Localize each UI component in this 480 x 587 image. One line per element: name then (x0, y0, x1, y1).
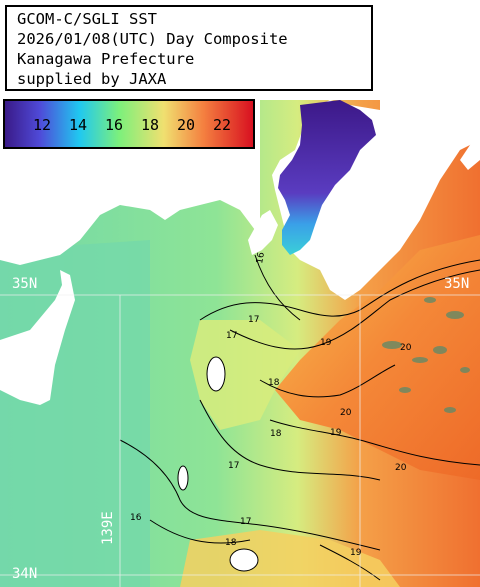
land-izu (0, 270, 75, 405)
title-line-date: 2026/01/08(UTC) Day Composite (17, 30, 288, 48)
contour-label: 20 (395, 463, 407, 473)
contour-label: 19 (330, 428, 342, 438)
sea-warm-east (275, 235, 480, 480)
graticule (0, 294, 480, 587)
legend-tick: 22 (213, 116, 232, 134)
title-line-product: GCOM-C/SGLI SST (17, 10, 157, 28)
contour-value-labels: 16 17 17 18 19 20 20 19 18 17 16 17 18 1… (130, 251, 412, 558)
contour-label: 20 (340, 408, 352, 418)
contour-label: 19 (320, 338, 332, 348)
island-small (177, 465, 189, 491)
sea-mid-band (190, 320, 300, 430)
legend-tick: 20 (177, 116, 196, 134)
legend-tick: 16 (105, 116, 124, 134)
contour-lines (119, 254, 480, 581)
lat-label-35n-left: 35N (12, 276, 38, 292)
sea-warm-south (180, 530, 400, 587)
title-line-region: Kanagawa Prefecture (17, 50, 195, 68)
cloud-patches (382, 297, 470, 413)
legend-labels: 12 14 16 18 20 22 (5, 101, 253, 147)
island-south (229, 548, 259, 572)
title-line-credit: supplied by JAXA (17, 70, 167, 88)
land-boso (460, 130, 480, 170)
legend-tick: 12 (33, 116, 52, 134)
contour-label: 20 (400, 343, 412, 353)
lat-label-35n-right: 35N (444, 276, 470, 292)
legend-tick: 14 (69, 116, 88, 134)
legend-tick: 18 (141, 116, 160, 134)
island-oshima (206, 356, 226, 392)
contour-label: 17 (248, 315, 259, 325)
lat-label-34n: 34N (12, 566, 38, 582)
contour-label: 18 (268, 378, 280, 388)
contour-label: 17 (228, 461, 239, 471)
color-legend: 12 14 16 18 20 22 (3, 99, 255, 149)
contour-label: 17 (240, 517, 251, 527)
sea-cool-west (0, 240, 150, 587)
tokyo-bay (278, 100, 376, 255)
contour-label: 16 (130, 513, 142, 523)
lon-label-139e: 139E (100, 511, 116, 545)
contour-label: 17 (226, 331, 237, 341)
contour-label: 18 (270, 429, 282, 439)
title-box: GCOM-C/SGLI SST 2026/01/08(UTC) Day Comp… (5, 5, 373, 91)
contour-label: 16 (255, 251, 267, 264)
contour-label: 19 (350, 548, 362, 558)
contour-label: 18 (225, 538, 237, 548)
land-miura (248, 210, 278, 255)
legend-color-bar (5, 101, 253, 147)
